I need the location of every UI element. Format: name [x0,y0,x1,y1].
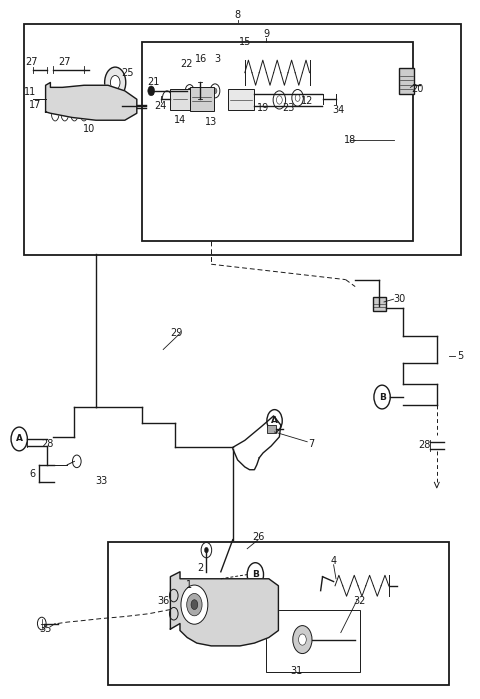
Text: 6: 6 [30,469,36,479]
Circle shape [110,75,120,89]
Bar [399,68,414,94]
Polygon shape [170,572,278,646]
Text: 9: 9 [264,29,269,38]
Text: 19: 19 [257,103,269,113]
Text: 36: 36 [157,596,169,606]
Bar [190,87,214,111]
Text: 7: 7 [308,439,314,449]
Text: 13: 13 [205,117,217,127]
Polygon shape [46,82,137,120]
Text: 24: 24 [155,101,167,111]
Text: A: A [16,435,23,443]
Bar [170,89,190,110]
Circle shape [181,585,208,624]
Text: 5: 5 [456,352,463,361]
Circle shape [187,593,202,616]
Bar [228,89,254,110]
Text: 31: 31 [290,666,303,676]
Text: 28: 28 [418,440,431,450]
Text: B: B [379,393,385,401]
Text: 18: 18 [344,135,357,145]
Bar [266,610,360,672]
Circle shape [191,600,198,610]
Text: 25: 25 [121,68,133,78]
Text: 23: 23 [282,103,294,113]
Text: 15: 15 [239,37,251,47]
Bar [108,542,449,685]
Text: 21: 21 [147,78,160,87]
Text: 14: 14 [174,115,186,125]
Text: 28: 28 [41,439,53,449]
Text: 35: 35 [39,624,52,634]
Text: 27: 27 [59,57,71,66]
Bar [142,42,413,241]
Text: 8: 8 [235,10,240,20]
Text: 4: 4 [331,556,336,565]
Text: 22: 22 [180,59,192,69]
Text: 1: 1 [186,580,192,590]
Text: 30: 30 [393,294,406,304]
Circle shape [105,67,126,98]
Text: 2: 2 [197,563,204,572]
Circle shape [204,547,208,553]
Text: 27: 27 [25,57,37,66]
Text: B: B [252,570,259,579]
Text: 10: 10 [83,124,95,134]
Text: 29: 29 [170,329,183,338]
Text: 17: 17 [29,100,41,110]
Circle shape [148,86,155,96]
Circle shape [213,88,217,94]
Bar [207,579,221,593]
Text: A: A [271,417,278,425]
Text: 12: 12 [301,96,313,106]
Text: 33: 33 [96,476,108,486]
Circle shape [293,626,312,654]
Circle shape [299,634,306,645]
Text: 26: 26 [252,532,264,542]
Bar [373,297,386,311]
Text: 11: 11 [24,87,36,97]
Text: 16: 16 [194,54,207,64]
Text: 20: 20 [411,84,424,94]
Bar [267,425,276,433]
Text: 34: 34 [333,105,345,115]
Bar [24,24,461,255]
Circle shape [188,88,192,94]
Text: 32: 32 [353,596,365,606]
Text: 3: 3 [215,54,220,64]
